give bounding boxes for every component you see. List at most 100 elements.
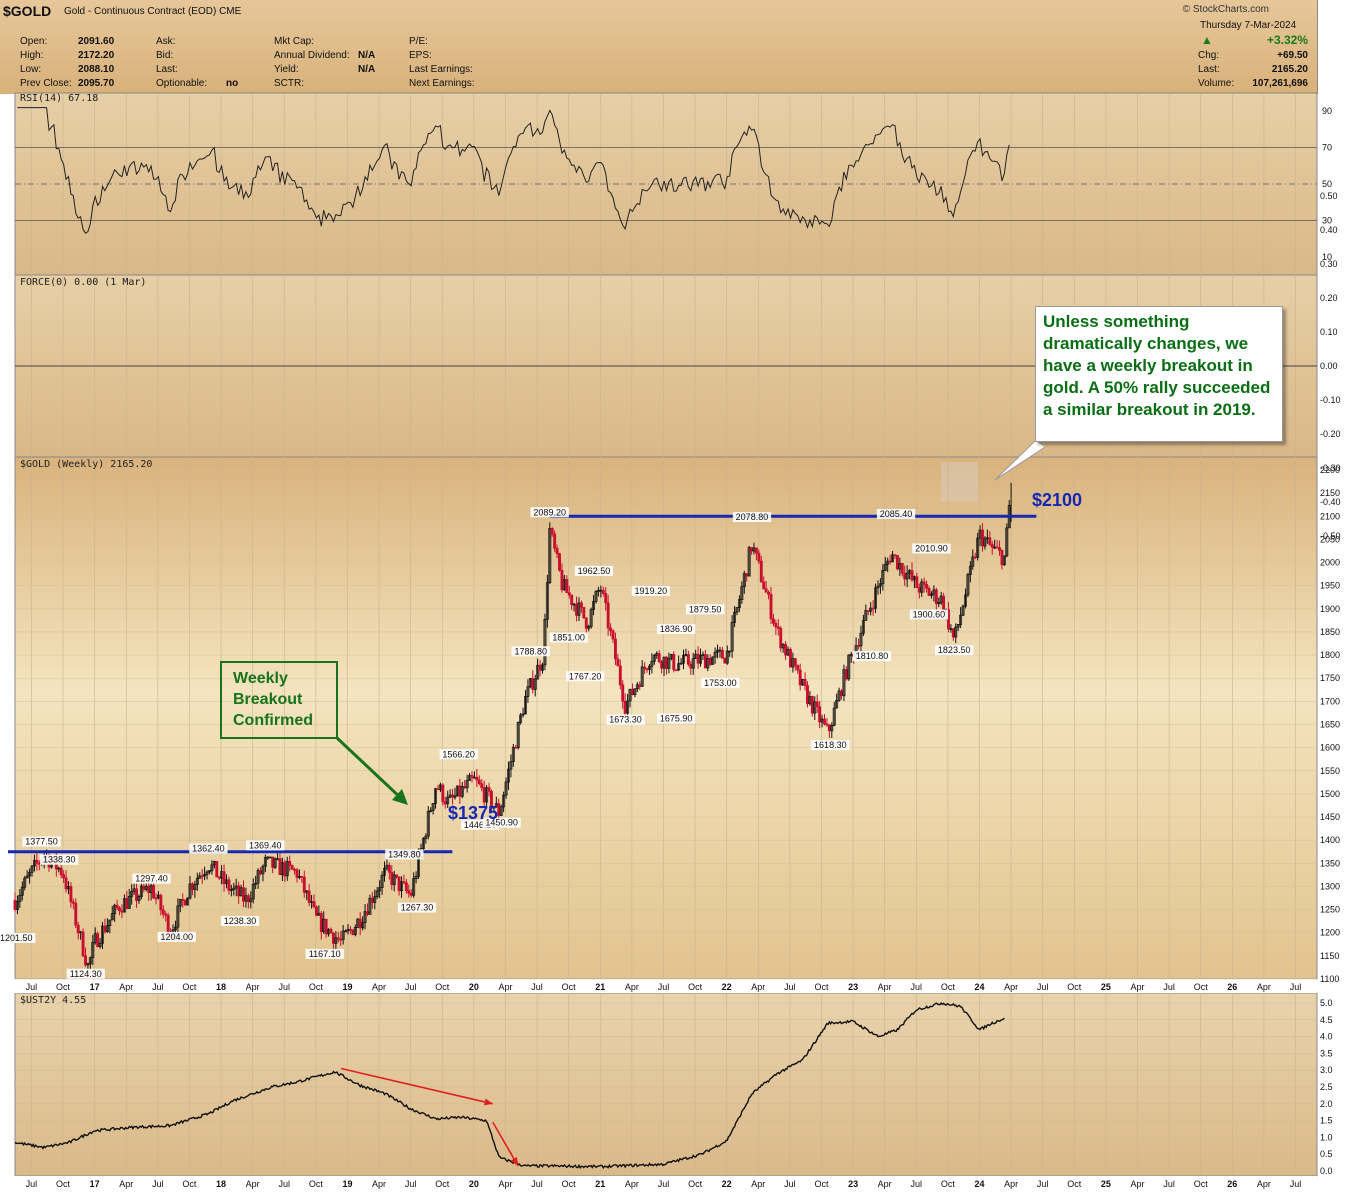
x-tick-label: Jul xyxy=(1163,1179,1175,1189)
price-label: 1962.50 xyxy=(578,566,611,576)
price-label: 2078.80 xyxy=(736,512,769,522)
candle-body xyxy=(1002,555,1006,566)
candle-body xyxy=(964,594,967,607)
prev-close-value: 2095.70 xyxy=(78,78,115,89)
sctr-label: SCTR: xyxy=(274,78,304,89)
x-tick-label: Jul xyxy=(405,982,417,992)
ust-tick-label: 0.0 xyxy=(1320,1166,1333,1176)
x-tick-label: Apr xyxy=(878,982,892,992)
price-label-bg xyxy=(631,585,670,596)
candle-body xyxy=(120,910,124,913)
x-tick-label: Jul xyxy=(278,982,290,992)
last-label-mid: Last: xyxy=(156,64,178,75)
candle-body xyxy=(482,787,486,803)
candle-body xyxy=(332,932,335,944)
x-tick-label: Oct xyxy=(309,1179,324,1189)
price-label-bg xyxy=(189,843,228,854)
x-tick-label: 20 xyxy=(469,1179,479,1189)
candle-body xyxy=(618,665,622,686)
candle-body xyxy=(728,650,732,653)
x-tick-label: Apr xyxy=(751,982,765,992)
candle-body xyxy=(954,626,958,638)
candle-body xyxy=(86,963,90,966)
candle-body xyxy=(387,864,391,873)
change-percent: +3.32% xyxy=(1266,33,1308,47)
ask-label: Ask: xyxy=(156,36,176,47)
candle-body xyxy=(815,701,819,708)
candle-body xyxy=(293,869,297,871)
candle-body xyxy=(249,898,253,903)
candle-body xyxy=(25,875,29,879)
candle-body xyxy=(956,624,960,628)
candle-body xyxy=(407,890,411,894)
x-tick-label: Apr xyxy=(372,1179,386,1189)
candle-body xyxy=(361,922,365,929)
mktcap-label: Mkt Cap: xyxy=(274,36,315,47)
ust-title: $UST2Y 4.55 xyxy=(20,995,86,1006)
rsi-tick-label: 30 xyxy=(1322,215,1332,225)
candle-body xyxy=(465,780,469,789)
candle-body xyxy=(246,895,250,903)
gold-tick-label: 1450 xyxy=(1320,812,1340,822)
candle-body xyxy=(256,870,260,884)
callout-pointer xyxy=(994,440,1046,481)
price-label: 1900.60 xyxy=(913,610,946,620)
gold-tick-label: 2100 xyxy=(1320,511,1340,521)
ust2y-line xyxy=(14,1002,1005,1170)
candle-body xyxy=(458,785,462,797)
candle-body xyxy=(769,593,773,620)
candle-body xyxy=(553,533,557,549)
candle-body xyxy=(905,572,909,580)
rsi-tick-label: 50 xyxy=(1322,179,1332,189)
candle-body xyxy=(344,930,348,933)
candle-body xyxy=(832,707,836,726)
x-tick-label: 23 xyxy=(848,1179,858,1189)
x-tick-label: 18 xyxy=(216,1179,226,1189)
force-tick-label: -0.50 xyxy=(1320,531,1341,541)
yield-label: Yield: xyxy=(274,64,299,75)
price-label: 1823.50 xyxy=(938,645,971,655)
candle-body xyxy=(915,576,919,588)
candle-body xyxy=(730,622,734,652)
candle-body xyxy=(446,796,450,805)
candle-body xyxy=(358,918,362,929)
x-tick-label: Oct xyxy=(1067,1179,1082,1189)
gold-tick-label: 2050 xyxy=(1320,534,1340,544)
x-tick-label: Oct xyxy=(688,1179,703,1189)
price-label-bg xyxy=(935,645,974,656)
candle-body xyxy=(205,871,209,875)
candle-body xyxy=(307,890,311,903)
candle-body xyxy=(674,669,678,672)
x-tick-label: Oct xyxy=(941,1179,956,1189)
candle-body xyxy=(232,887,236,890)
candle-body xyxy=(404,882,408,891)
candle-body xyxy=(699,655,702,664)
ust-tick-label: 4.5 xyxy=(1320,1015,1333,1025)
candle-body xyxy=(827,724,831,732)
x-tick-label: Apr xyxy=(625,1179,639,1189)
candle-body xyxy=(409,892,413,896)
x-tick-label: 22 xyxy=(722,1179,732,1189)
x-tick-label: Oct xyxy=(435,1179,450,1189)
candle-body xyxy=(118,907,121,912)
candle-body xyxy=(677,663,681,671)
gold-tick-label: 1400 xyxy=(1320,835,1340,845)
candle-body xyxy=(840,690,843,697)
candle-body xyxy=(15,901,19,910)
candle-body xyxy=(380,874,384,888)
candle-body xyxy=(995,546,999,549)
candle-body xyxy=(312,901,316,908)
candle-body xyxy=(567,592,571,596)
gold-tick-label: 1200 xyxy=(1320,928,1340,938)
price-label: 1919.20 xyxy=(635,586,668,596)
candle-body xyxy=(857,645,860,647)
candle-body xyxy=(215,861,219,878)
rsi-line xyxy=(17,107,1010,234)
red-arrow xyxy=(340,1067,494,1105)
x-tick-label: 19 xyxy=(342,982,352,992)
candle-body xyxy=(110,913,114,921)
x-tick-label: Oct xyxy=(562,1179,577,1189)
candle-body xyxy=(767,591,771,595)
candle-body xyxy=(13,899,17,910)
exchange-text: CME xyxy=(219,6,242,17)
